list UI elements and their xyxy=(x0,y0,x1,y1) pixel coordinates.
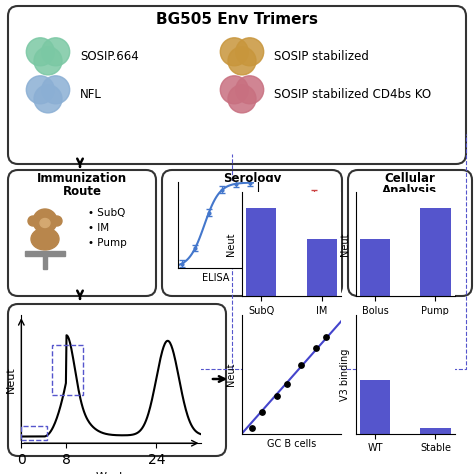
Point xyxy=(312,345,320,352)
Point xyxy=(283,380,290,388)
Circle shape xyxy=(384,219,396,231)
Y-axis label: Neut: Neut xyxy=(226,363,236,386)
FancyBboxPatch shape xyxy=(348,170,472,296)
Circle shape xyxy=(34,85,62,113)
Text: Lymph Node: Lymph Node xyxy=(380,267,440,277)
Circle shape xyxy=(398,219,410,231)
Text: SOSIP stabilized CD4bs KO: SOSIP stabilized CD4bs KO xyxy=(274,88,431,100)
Circle shape xyxy=(228,47,256,75)
Bar xyxy=(307,239,337,296)
Circle shape xyxy=(26,38,55,66)
Y-axis label: Neut: Neut xyxy=(6,366,16,392)
Text: • SubQ: • SubQ xyxy=(88,208,126,218)
Text: Serology: Serology xyxy=(223,172,281,184)
FancyBboxPatch shape xyxy=(8,304,226,456)
Text: SOSIP.664: SOSIP.664 xyxy=(80,49,139,63)
Text: Analysis: Analysis xyxy=(383,183,438,197)
FancyBboxPatch shape xyxy=(162,170,342,296)
Circle shape xyxy=(28,216,38,226)
Point xyxy=(248,424,255,431)
Circle shape xyxy=(398,243,410,255)
Bar xyxy=(43,254,47,269)
Y-axis label: Neut: Neut xyxy=(226,232,236,256)
Circle shape xyxy=(220,38,248,66)
Circle shape xyxy=(220,76,248,104)
Circle shape xyxy=(228,85,256,113)
Text: • Pump: • Pump xyxy=(88,238,127,248)
Ellipse shape xyxy=(40,219,50,228)
Circle shape xyxy=(52,216,62,226)
FancyBboxPatch shape xyxy=(8,170,156,296)
Bar xyxy=(420,208,450,296)
Circle shape xyxy=(34,47,62,75)
Text: BG505 Env Trimers: BG505 Env Trimers xyxy=(156,11,318,27)
Text: Cellular: Cellular xyxy=(384,172,436,184)
Circle shape xyxy=(412,231,424,243)
Ellipse shape xyxy=(31,228,59,250)
Text: • IM: • IM xyxy=(88,223,109,233)
Ellipse shape xyxy=(376,218,444,266)
Point xyxy=(322,333,330,340)
Text: NFL: NFL xyxy=(80,88,102,100)
Text: Route: Route xyxy=(63,184,101,198)
Circle shape xyxy=(398,231,410,243)
Circle shape xyxy=(33,209,57,233)
Circle shape xyxy=(412,243,424,255)
X-axis label: ELISA: ELISA xyxy=(202,273,229,283)
Point xyxy=(258,409,265,416)
Y-axis label: V3 binding: V3 binding xyxy=(340,348,350,401)
Bar xyxy=(52,345,83,395)
Y-axis label: Neut: Neut xyxy=(340,232,350,256)
Bar xyxy=(21,427,46,440)
Bar xyxy=(25,251,65,256)
Point xyxy=(298,361,305,369)
FancyBboxPatch shape xyxy=(8,6,466,164)
Bar xyxy=(360,380,390,434)
Circle shape xyxy=(384,231,396,243)
X-axis label: Week: Week xyxy=(96,473,127,474)
Bar xyxy=(420,428,450,434)
X-axis label: GC B cells: GC B cells xyxy=(267,439,316,449)
Circle shape xyxy=(26,76,55,104)
Point xyxy=(273,392,281,400)
Circle shape xyxy=(42,38,70,66)
Circle shape xyxy=(384,243,396,255)
Bar xyxy=(360,239,390,296)
X-axis label: Neut: Neut xyxy=(277,273,301,283)
Circle shape xyxy=(236,76,264,104)
Text: SOSIP stabilized: SOSIP stabilized xyxy=(274,49,369,63)
Text: FNA: FNA xyxy=(400,277,420,287)
Text: Immunization: Immunization xyxy=(37,172,127,184)
Circle shape xyxy=(42,76,70,104)
Circle shape xyxy=(236,38,264,66)
Bar xyxy=(246,208,276,296)
Circle shape xyxy=(412,219,424,231)
